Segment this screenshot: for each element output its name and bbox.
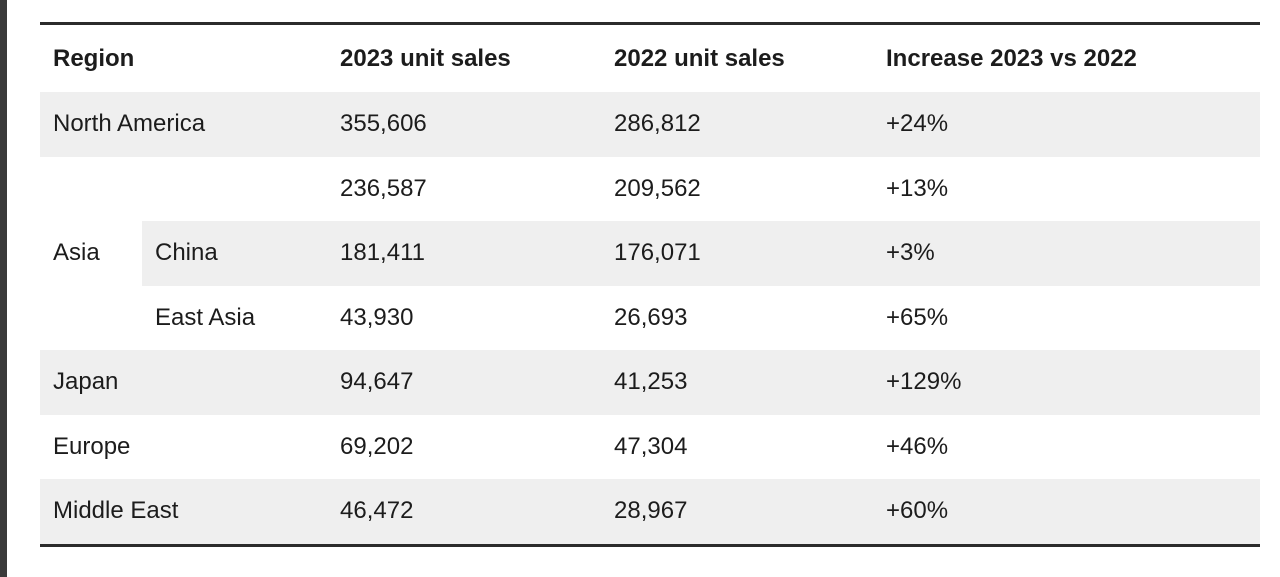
- window-edge: [0, 0, 7, 577]
- sales-2022-cell: 286,812: [601, 92, 874, 157]
- sales-2022-cell: 28,967: [601, 479, 874, 544]
- increase-cell: +13%: [886, 174, 949, 202]
- sales-2023-cell: 181,411: [327, 221, 602, 286]
- increase-cell: +60%: [873, 479, 1261, 544]
- increase-cell: +24%: [873, 92, 1261, 157]
- table-row-japan: Japan 94,647 41,253 +129%: [40, 350, 1261, 415]
- subregion-cell: China: [142, 221, 328, 286]
- table-row-china: China 181,411 176,071 +3%: [40, 221, 1261, 286]
- table-header-row: Region 2023 unit sales 2022 unit sales I…: [40, 25, 1260, 92]
- sales-2022-cell: 41,253: [601, 350, 874, 415]
- sales-2023-cell: 46,472: [327, 479, 602, 544]
- subregion-cell: East Asia: [155, 303, 256, 331]
- sales-2022-cell: 26,693: [614, 303, 688, 331]
- increase-cell: +129%: [873, 350, 1261, 415]
- table-row-asia-total: Asia 236,587 209,562 +13%: [40, 156, 1260, 350]
- subregion-cell-empty: [142, 157, 327, 222]
- unit-sales-table: Region 2023 unit sales 2022 unit sales I…: [40, 25, 1261, 544]
- header-2023-sales: 2023 unit sales: [340, 44, 511, 72]
- header-increase: Increase 2023 vs 2022: [886, 44, 1137, 72]
- region-cell: Middle East: [40, 479, 328, 544]
- sales-2023-cell: 43,930: [340, 303, 414, 331]
- sales-2023-cell: 236,587: [340, 174, 427, 202]
- region-cell: North America: [40, 92, 328, 157]
- sales-2023-cell: 94,647: [327, 350, 602, 415]
- table-row-middle-east: Middle East 46,472 28,967 +60%: [40, 479, 1261, 544]
- region-cell: Japan: [40, 350, 328, 415]
- sales-2022-cell: 209,562: [614, 174, 701, 202]
- table-row-north-america: North America 355,606 286,812 +24%: [40, 92, 1261, 157]
- region-cell: Europe: [53, 432, 131, 460]
- header-2022-sales: 2022 unit sales: [614, 44, 785, 72]
- increase-cell: +3%: [873, 221, 1261, 286]
- increase-cell: +65%: [886, 303, 949, 331]
- sales-2022-cell: 176,071: [601, 221, 874, 286]
- header-region: Region: [53, 44, 135, 72]
- sales-2023-cell: 69,202: [340, 432, 414, 460]
- increase-cell: +46%: [886, 432, 949, 460]
- sales-2022-cell: 47,304: [614, 432, 688, 460]
- sales-table-container: Region 2023 unit sales 2022 unit sales I…: [40, 22, 1261, 547]
- table-row-east-asia: East Asia 43,930 26,693 +65%: [40, 286, 1260, 351]
- sales-2023-cell: 355,606: [327, 92, 602, 157]
- region-cell-asia: Asia: [40, 156, 142, 350]
- table-row-europe: Europe 69,202 47,304 +46%: [40, 415, 1260, 480]
